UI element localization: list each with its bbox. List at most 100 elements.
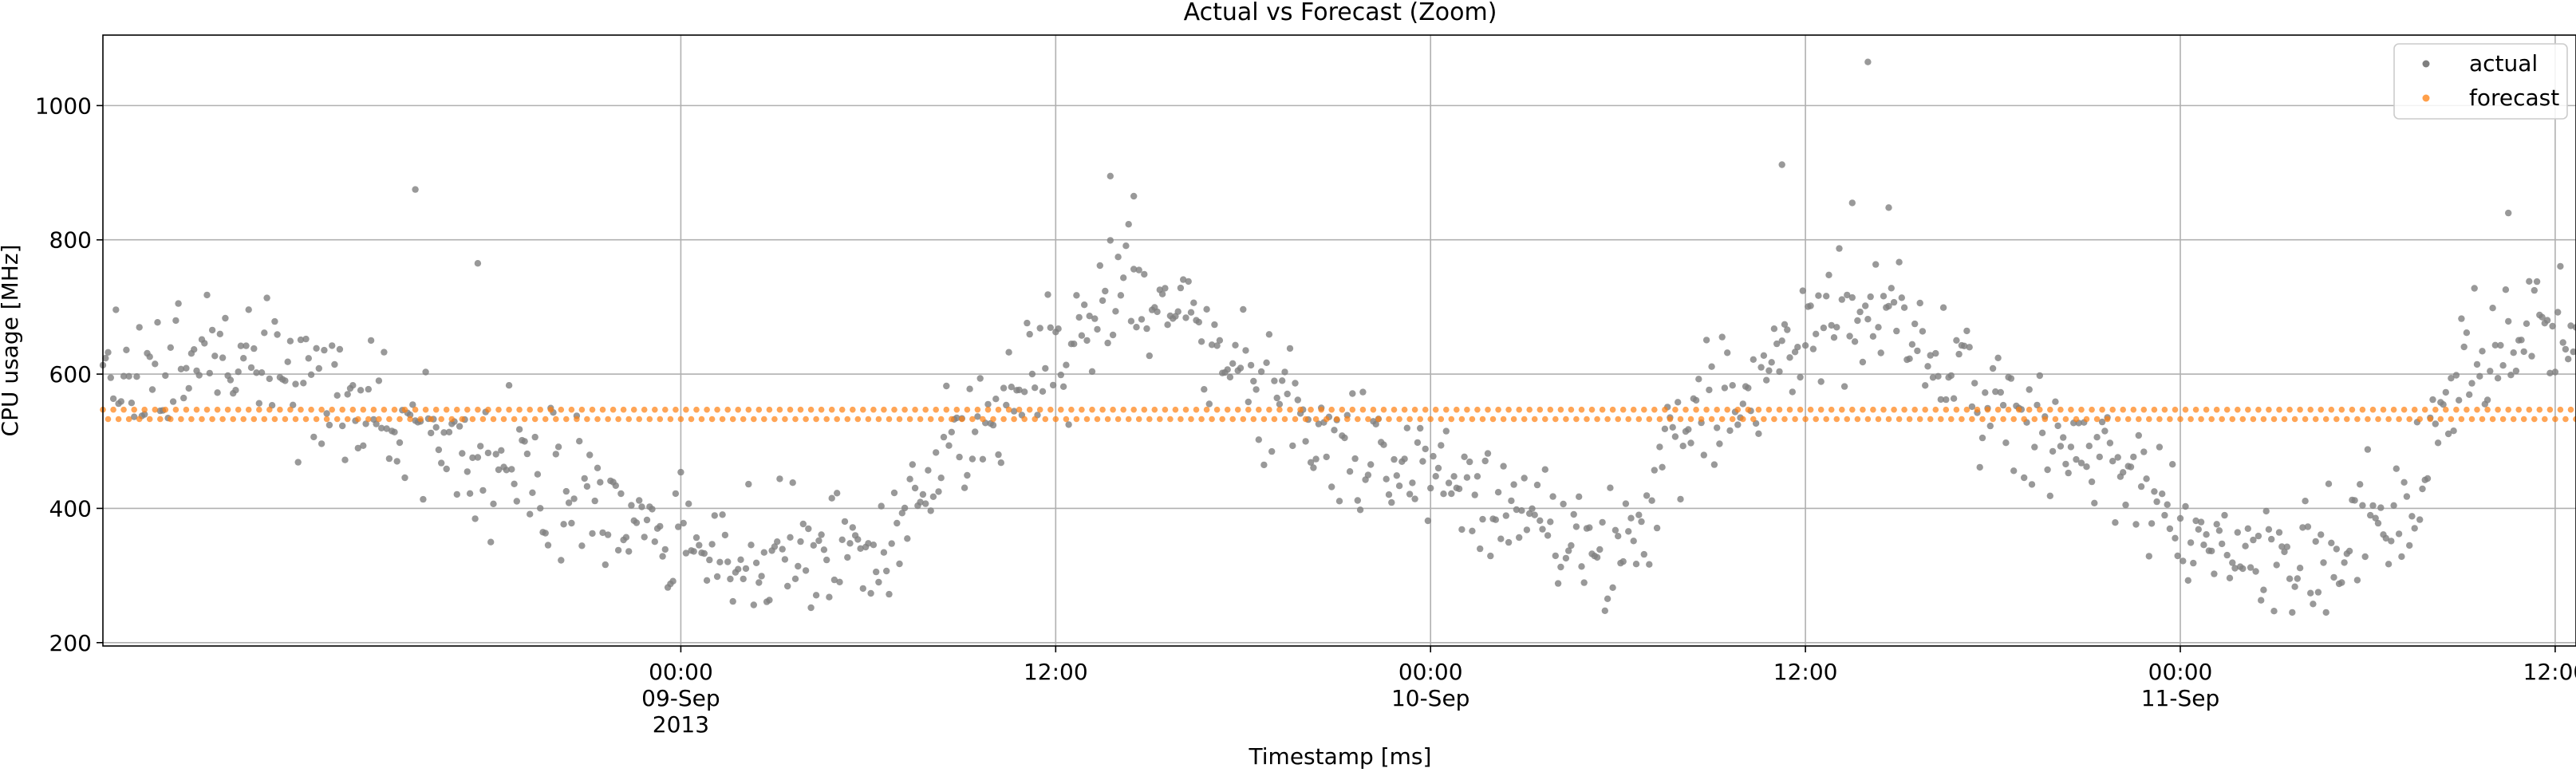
- actual-point: [2505, 318, 2511, 325]
- forecast-point: [673, 407, 679, 413]
- forecast-point: [532, 416, 538, 423]
- forecast-point: [621, 407, 627, 413]
- actual-point: [1730, 382, 1736, 388]
- forecast-point: [2146, 416, 2152, 423]
- actual-point: [1495, 489, 1501, 495]
- actual-point: [2294, 575, 2301, 581]
- forecast-point: [2484, 407, 2491, 413]
- actual-point: [376, 377, 382, 384]
- actual-point: [2172, 535, 2178, 542]
- actual-point: [1860, 359, 1866, 365]
- forecast-point: [1095, 416, 1101, 423]
- forecast-point: [730, 416, 736, 423]
- actual-point: [818, 531, 824, 538]
- forecast-point: [1027, 407, 1033, 413]
- forecast-point: [1245, 407, 1252, 413]
- actual-point: [2224, 552, 2231, 558]
- actual-point: [2408, 513, 2415, 519]
- actual-point: [662, 546, 669, 553]
- forecast-point: [361, 407, 367, 413]
- forecast-point: [2479, 416, 2486, 423]
- forecast-point: [574, 416, 580, 423]
- forecast-point: [157, 416, 164, 423]
- actual-point: [2195, 526, 2202, 533]
- actual-point: [2318, 531, 2324, 538]
- actual-point: [1627, 515, 1634, 522]
- forecast-point: [969, 416, 976, 423]
- actual-point: [329, 342, 335, 349]
- actual-point: [258, 369, 265, 376]
- forecast-point: [641, 407, 648, 413]
- actual-point: [2450, 427, 2456, 434]
- forecast-point: [1959, 416, 1965, 423]
- actual-point: [839, 537, 846, 543]
- forecast-point: [876, 416, 882, 423]
- forecast-point: [1505, 407, 1512, 413]
- actual-point: [2065, 470, 2072, 476]
- actual-point: [428, 430, 434, 436]
- forecast-point: [2292, 416, 2298, 423]
- actual-point: [2136, 432, 2142, 439]
- forecast-point: [2365, 416, 2371, 423]
- forecast-point: [2177, 416, 2183, 423]
- forecast-point: [678, 416, 684, 423]
- actual-point: [1818, 378, 1825, 384]
- actual-point: [1849, 294, 1856, 301]
- forecast-point: [314, 416, 320, 423]
- actual-point: [2138, 483, 2144, 490]
- actual-point: [2252, 568, 2258, 574]
- actual-point: [180, 395, 187, 401]
- forecast-point: [423, 407, 429, 413]
- forecast-point: [365, 416, 372, 423]
- actual-point: [1896, 259, 1902, 266]
- actual-point: [2518, 337, 2524, 343]
- forecast-point: [1115, 416, 1122, 423]
- actual-point: [2528, 353, 2535, 359]
- x-tick-label: 00:00: [2148, 659, 2213, 685]
- actual-point: [751, 601, 757, 608]
- actual-point: [477, 443, 483, 449]
- forecast-point: [2105, 416, 2111, 423]
- forecast-point: [1464, 407, 1470, 413]
- actual-point: [1716, 440, 1722, 447]
- actual-point: [2177, 515, 2183, 522]
- actual-point: [203, 292, 210, 298]
- forecast-point: [1974, 407, 1981, 413]
- actual-point: [685, 501, 692, 507]
- actual-point: [1094, 326, 1100, 333]
- forecast-point: [339, 407, 345, 413]
- forecast-point: [2552, 416, 2558, 423]
- actual-point: [1963, 328, 1970, 334]
- actual-point: [1529, 506, 1535, 512]
- actual-point: [1357, 506, 1363, 513]
- forecast-point: [2495, 407, 2501, 413]
- forecast-point: [386, 416, 393, 423]
- forecast-point: [2562, 416, 2569, 423]
- actual-point: [883, 568, 890, 574]
- forecast-point: [2037, 407, 2043, 413]
- actual-point: [1118, 292, 1124, 298]
- actual-point: [1833, 324, 1840, 330]
- forecast-point: [668, 416, 674, 423]
- forecast-point: [2084, 416, 2090, 423]
- actual-point: [2333, 546, 2340, 552]
- actual-point: [2049, 448, 2056, 455]
- forecast-point: [147, 416, 153, 423]
- forecast-point: [1006, 407, 1012, 413]
- actual-point: [555, 443, 562, 450]
- actual-point: [748, 542, 754, 548]
- actual-point: [186, 385, 192, 392]
- actual-point: [1786, 354, 1793, 360]
- actual-point: [1248, 362, 1254, 368]
- forecast-point: [1548, 407, 1554, 413]
- forecast-point: [1698, 416, 1705, 423]
- forecast-point: [2521, 416, 2527, 423]
- forecast-point: [246, 407, 252, 413]
- actual-point: [2274, 561, 2280, 568]
- forecast-point: [553, 416, 559, 423]
- actual-point: [1178, 285, 1184, 291]
- forecast-point: [901, 407, 908, 413]
- actual-point: [2122, 502, 2128, 508]
- actual-point: [1508, 498, 1514, 504]
- actual-point: [1571, 511, 1577, 518]
